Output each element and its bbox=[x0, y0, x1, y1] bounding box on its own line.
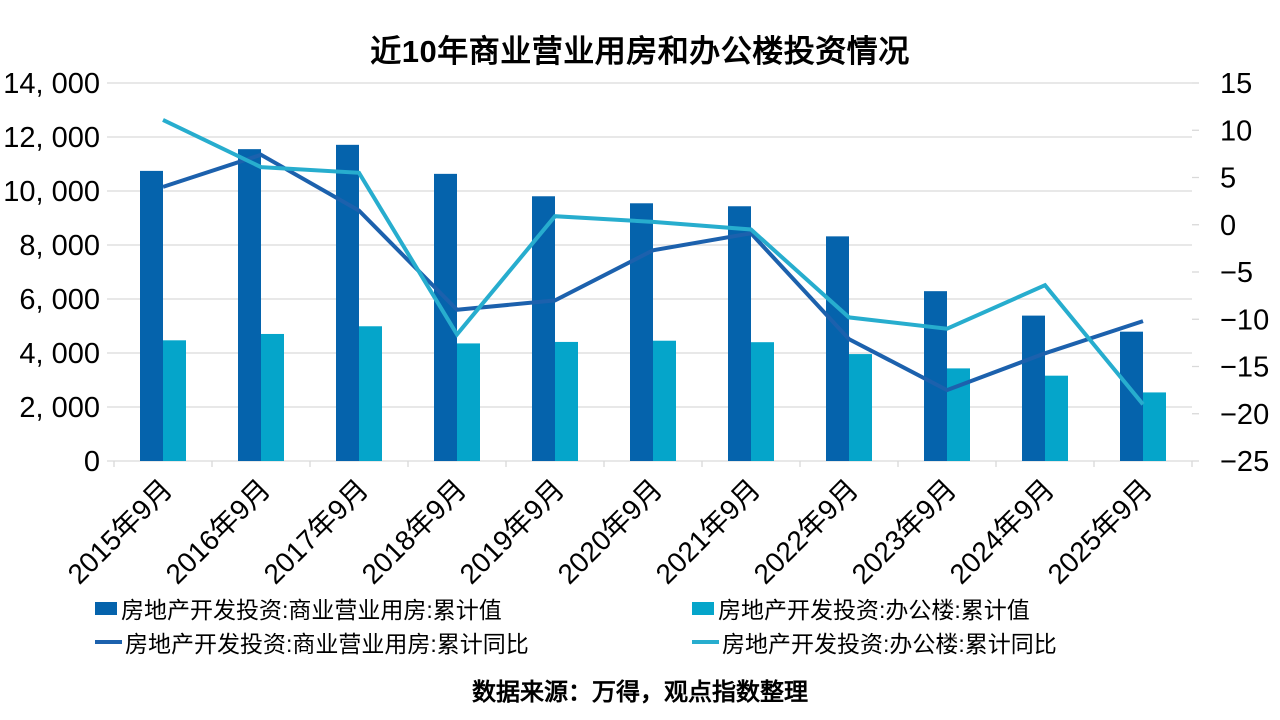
legend-item-commercial-value: 房地产开发投资:商业营业用房:累计值 bbox=[95, 591, 692, 625]
bar bbox=[532, 196, 555, 461]
x-label: 2022年9月 bbox=[748, 473, 865, 590]
legend-column-right: 房地产开发投资:办公楼:累计值 房地产开发投资:办公楼:累计同比 bbox=[692, 591, 1057, 659]
y-left-label: 10, 000 bbox=[3, 176, 100, 208]
x-label: 2018年9月 bbox=[356, 473, 473, 590]
legend-item-office-value: 房地产开发投资:办公楼:累计值 bbox=[692, 591, 1057, 625]
y-right-label: −10 bbox=[1220, 304, 1269, 336]
x-label: 2015年9月 bbox=[62, 473, 179, 590]
legend: 房地产开发投资:商业营业用房:累计值 房地产开发投资:商业营业用房:累计同比 房… bbox=[95, 591, 1057, 659]
bar bbox=[751, 342, 774, 461]
x-axis-ticks bbox=[113, 461, 1193, 467]
bar bbox=[1045, 375, 1068, 461]
y-right-label: 15 bbox=[1220, 68, 1252, 100]
bar bbox=[1143, 392, 1166, 461]
y-right-label: 5 bbox=[1220, 163, 1236, 195]
legend-label-commercial-value: 房地产开发投资:商业营业用房:累计值 bbox=[121, 597, 502, 623]
x-label: 2021年9月 bbox=[650, 473, 767, 590]
x-label: 2025年9月 bbox=[1042, 473, 1159, 590]
bar bbox=[359, 326, 382, 461]
line-series-1 bbox=[162, 118, 1145, 406]
y-left-label: 8, 000 bbox=[19, 230, 100, 262]
y-axis-right-labels: −25 −20 −15 −10 −5 0 5 10 15 bbox=[1220, 68, 1269, 478]
bar bbox=[457, 343, 480, 461]
source-note: 数据来源：万得，观点指数整理 bbox=[472, 679, 808, 706]
legend-label-office-yoy: 房地产开发投资:办公楼:累计同比 bbox=[722, 631, 1057, 657]
bar bbox=[728, 206, 751, 461]
y-axis-left-labels: 0 2, 000 4, 000 6, 000 8, 000 10, 000 12, 000 1… bbox=[3, 68, 100, 478]
line-series-0 bbox=[162, 152, 1144, 393]
bar bbox=[261, 333, 284, 461]
bar bbox=[924, 291, 947, 461]
y-right-label: 0 bbox=[1220, 210, 1236, 242]
y-left-label: 0 bbox=[84, 446, 100, 478]
x-axis-labels: 2015年9月2016年9月2017年9月2018年9月2019年9月2020年… bbox=[62, 473, 1159, 590]
bar bbox=[947, 368, 970, 461]
y-right-label: −5 bbox=[1220, 257, 1253, 289]
bar-series-0 bbox=[140, 144, 1143, 462]
bar bbox=[555, 341, 578, 461]
y-left-label: 14, 000 bbox=[3, 68, 100, 100]
bar bbox=[653, 340, 676, 461]
legend-item-commercial-yoy: 房地产开发投资:商业营业用房:累计同比 bbox=[95, 625, 692, 659]
x-label: 2019年9月 bbox=[454, 473, 571, 590]
legend-label-office-value: 房地产开发投资:办公楼:累计值 bbox=[718, 597, 1030, 623]
y-left-label: 12, 000 bbox=[3, 122, 100, 154]
bar bbox=[1022, 315, 1045, 461]
y-left-label: 2, 000 bbox=[19, 392, 100, 424]
y-left-label: 6, 000 bbox=[19, 284, 100, 316]
legend-item-office-yoy: 房地产开发投资:办公楼:累计同比 bbox=[692, 625, 1057, 659]
right-axis-ticks bbox=[1192, 82, 1199, 462]
bar bbox=[826, 236, 849, 461]
bar bbox=[238, 149, 261, 461]
legend-label-commercial-yoy: 房地产开发投资:商业营业用房:累计同比 bbox=[125, 631, 529, 657]
y-right-label: 10 bbox=[1220, 115, 1252, 147]
y-left-label: 4, 000 bbox=[19, 338, 100, 370]
bar bbox=[1120, 331, 1143, 461]
bar-series-1 bbox=[163, 326, 1166, 461]
legend-bar-swatch-commercial bbox=[95, 601, 117, 615]
bar bbox=[336, 144, 359, 461]
legend-column-left: 房地产开发投资:商业营业用房:累计值 房地产开发投资:商业营业用房:累计同比 bbox=[95, 591, 692, 659]
bar bbox=[140, 170, 163, 461]
bar bbox=[849, 354, 872, 461]
chart-title: 近10年商业营业用房和办公楼投资情况 bbox=[370, 34, 910, 69]
x-label: 2016年9月 bbox=[160, 473, 277, 590]
bar bbox=[163, 340, 186, 461]
x-label: 2020年9月 bbox=[552, 473, 669, 590]
legend-line-swatch-commercial bbox=[95, 640, 122, 644]
y-right-label: −15 bbox=[1220, 352, 1269, 384]
y-right-label: −25 bbox=[1220, 446, 1269, 478]
y-right-label: −20 bbox=[1220, 399, 1269, 431]
x-label: 2023年9月 bbox=[846, 473, 963, 590]
x-label: 2017年9月 bbox=[258, 473, 375, 590]
x-label: 2024年9月 bbox=[944, 473, 1061, 590]
legend-line-swatch-office bbox=[692, 640, 719, 644]
bar bbox=[630, 203, 653, 461]
legend-bar-swatch-office bbox=[692, 601, 714, 615]
